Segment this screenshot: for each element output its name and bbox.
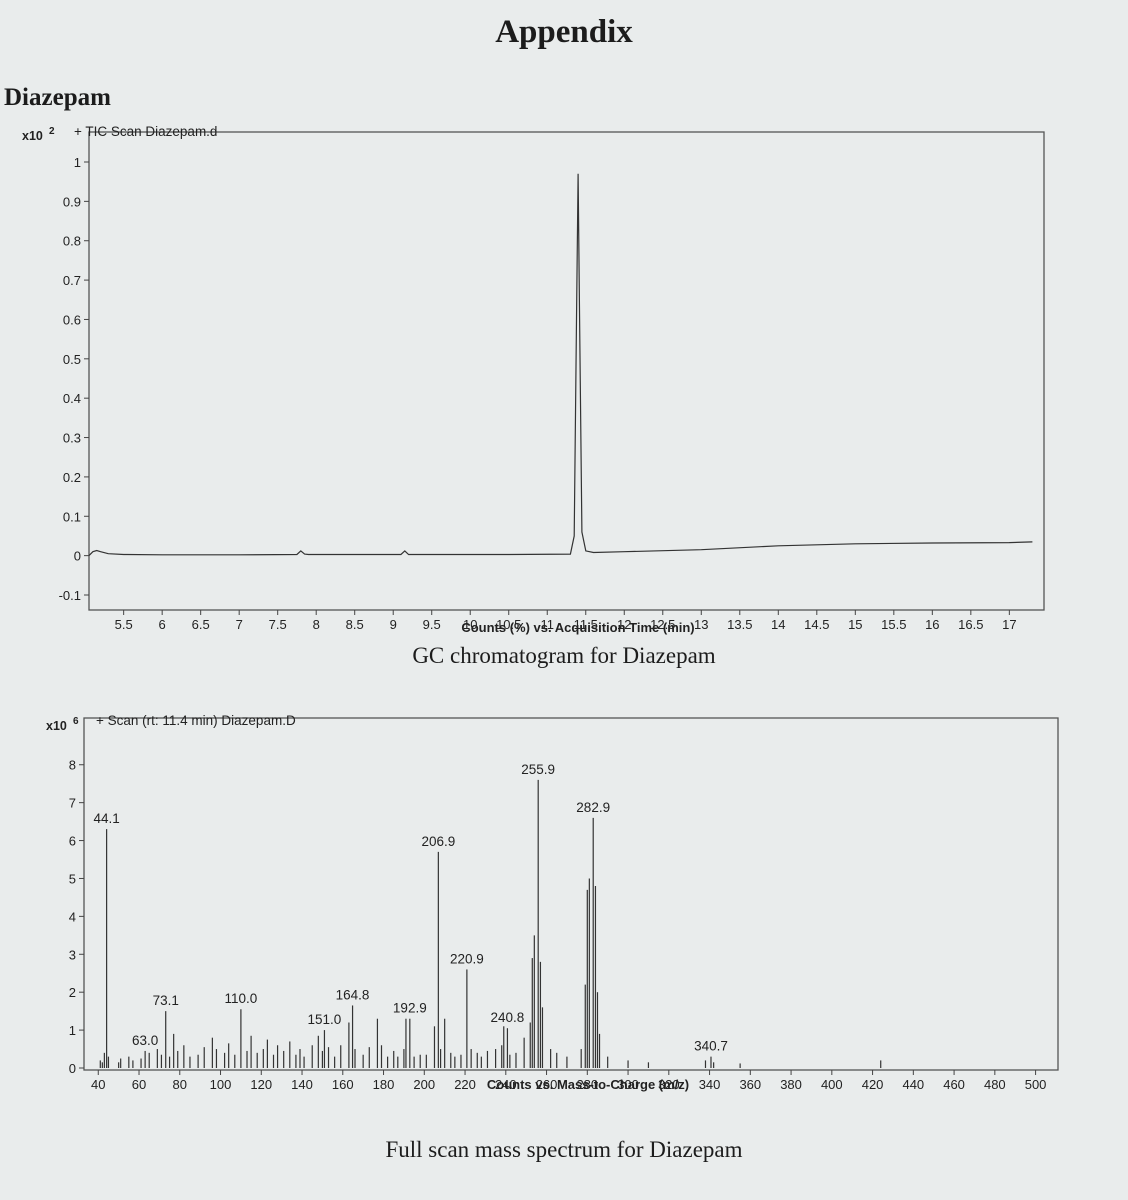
ms-x-tick-label: 420 [862,1077,884,1092]
ms-x-tick-label: 320 [658,1077,680,1092]
gc-x-tick-label: 8.5 [346,617,364,632]
ms-x-tick-label: 40 [91,1077,105,1092]
gc-x-tick-label: 9 [390,617,397,632]
gc-x-tick-label: 7.5 [269,617,287,632]
gc-x-tick-label: 9.5 [423,617,441,632]
gc-x-tick-label: 11 [540,617,554,632]
gc-y-tick-label: 0 [74,549,81,564]
ms-x-tick-label: 180 [373,1077,395,1092]
ms-peak-label: 192.9 [393,1001,427,1016]
gc-x-tick-label: 10.5 [496,617,521,632]
ms-y-tick-label: 4 [69,909,76,924]
gc-x-tick-label: 14 [771,617,785,632]
gc-y-tick-label: 0.5 [63,352,81,367]
gc-y-tick-label: 0.7 [63,273,81,288]
mass-spectrum-caption: Full scan mass spectrum for Diazepam [385,1137,743,1162]
ms-peak-label: 340.7 [694,1039,728,1054]
page-title: Appendix [495,14,633,50]
gc-y-multiplier: x10 [22,129,43,143]
gc-y-exponent: 2 [49,126,55,137]
gc-x-tick-label: 10 [463,617,477,632]
gc-x-tick-label: 13.5 [727,617,752,632]
gc-scan-label: + TIC Scan Diazepam.d [74,124,217,139]
ms-peak-label: 73.1 [153,993,179,1008]
ms-x-tick-label: 160 [332,1077,354,1092]
ms-y-tick-label: 0 [69,1061,76,1076]
ms-y-tick-label: 8 [69,758,76,773]
ms-x-tick-label: 120 [250,1077,272,1092]
gc-x-tick-label: 12 [617,617,631,632]
gc-x-tick-label: 7 [236,617,243,632]
ms-peak-label: 110.0 [225,991,258,1006]
ms-x-tick-label: 280 [576,1077,598,1092]
ms-x-tick-label: 60 [132,1077,146,1092]
gc-x-tick-label: 6.5 [192,617,210,632]
gc-y-tick-label: 0.1 [63,509,81,524]
gc-y-tick-label: 0.4 [63,391,81,406]
gc-y-tick-label: 0.3 [63,431,81,446]
ms-x-tick-label: 440 [902,1077,924,1092]
ms-y-tick-label: 5 [69,871,76,886]
ms-peak-label: 220.9 [450,951,484,966]
ms-x-tick-label: 200 [413,1077,435,1092]
gc-x-tick-label: 15.5 [881,617,906,632]
gc-y-tick-label: -0.1 [59,588,81,603]
ms-y-tick-label: 1 [69,1023,76,1038]
ms-x-tick-label: 500 [1025,1077,1047,1092]
ms-y-tick-label: 7 [69,796,76,811]
gc-x-tick-label: 8 [313,617,320,632]
gc-y-tick-label: 1 [74,155,81,170]
gc-tic-trace [88,173,1033,557]
ms-peak-label: 164.8 [336,987,370,1002]
ms-plot-frame [83,717,1059,1071]
gc-y-tick-label: 0.8 [63,234,81,249]
ms-x-tick-label: 260 [536,1077,558,1092]
mass-spectrum-chart: 8 7 6 5 4 3 2 1 0 40 60 80 100 120 140 160 180 200 220 240 2… [46,713,1059,1092]
ms-x-tick-label: 240 [495,1077,517,1092]
ms-scan-label: + Scan (rt: 11.4 min) Diazepam.D [96,713,296,728]
ms-x-tick-label: 460 [943,1077,965,1092]
ms-x-tick-label: 360 [739,1077,761,1092]
gc-x-tick-label: 13 [694,617,708,632]
ms-x-axis-title: Counts vs. Mass-to-Charge (m/z) [487,1077,689,1092]
ms-x-tick-label: 340 [699,1077,721,1092]
gc-chromatogram-caption: GC chromatogram for Diazepam [412,643,716,668]
ms-peak-label: 282.9 [576,800,610,815]
ms-x-tick-label: 300 [617,1077,639,1092]
gc-x-tick-label: 15 [848,617,862,632]
gc-x-tick-label: 14.5 [804,617,829,632]
ms-peak-label: 255.9 [521,762,555,777]
ms-peak-label: 44.1 [93,811,119,826]
ms-y-exponent: 6 [73,716,79,727]
gc-x-tick-label: 16.5 [958,617,983,632]
gc-x-tick-label: 12.5 [650,617,675,632]
ms-peak-label: 240.8 [491,1010,525,1025]
ms-x-tick-label: 380 [780,1077,802,1092]
gc-x-tick-label: 17 [1002,617,1016,632]
gc-plot-frame [88,131,1045,611]
gc-y-tick-label: 0.9 [63,194,81,209]
ms-y-tick-label: 6 [69,834,76,849]
gc-y-tick-label: 0.6 [63,312,81,327]
compound-heading: Diazepam [4,84,111,111]
ms-x-tick-label: 480 [984,1077,1006,1092]
ms-x-tick-label: 100 [210,1077,232,1092]
gc-chromatogram-chart: 1 0.9 0.8 0.7 0.6 0.5 0.4 0.3 0.2 0.1 0 -0.1 5.5 6 6.5… [22,124,1045,635]
gc-x-axis-title: Counts (%) vs. Acquisition Time (min) [461,620,694,635]
ms-peak-label: 63.0 [132,1033,158,1048]
ms-peak-label: 206.9 [421,834,455,849]
gc-y-tick-label: 0.2 [63,470,81,485]
gc-x-tick-label: 11.5 [574,617,598,632]
gc-x-tick-label: 16 [925,617,939,632]
ms-x-tick-label: 140 [291,1077,313,1092]
ms-y-tick-label: 3 [69,947,76,962]
gc-x-tick-label: 5.5 [115,617,133,632]
ms-x-tick-label: 220 [454,1077,476,1092]
gc-x-tick-label: 6 [159,617,166,632]
ms-peak-label: 151.0 [308,1012,342,1027]
ms-x-tick-label: 400 [821,1077,843,1092]
ms-x-tick-label: 80 [173,1077,187,1092]
ms-y-multiplier: x10 [46,719,67,733]
ms-y-tick-label: 2 [69,985,76,1000]
